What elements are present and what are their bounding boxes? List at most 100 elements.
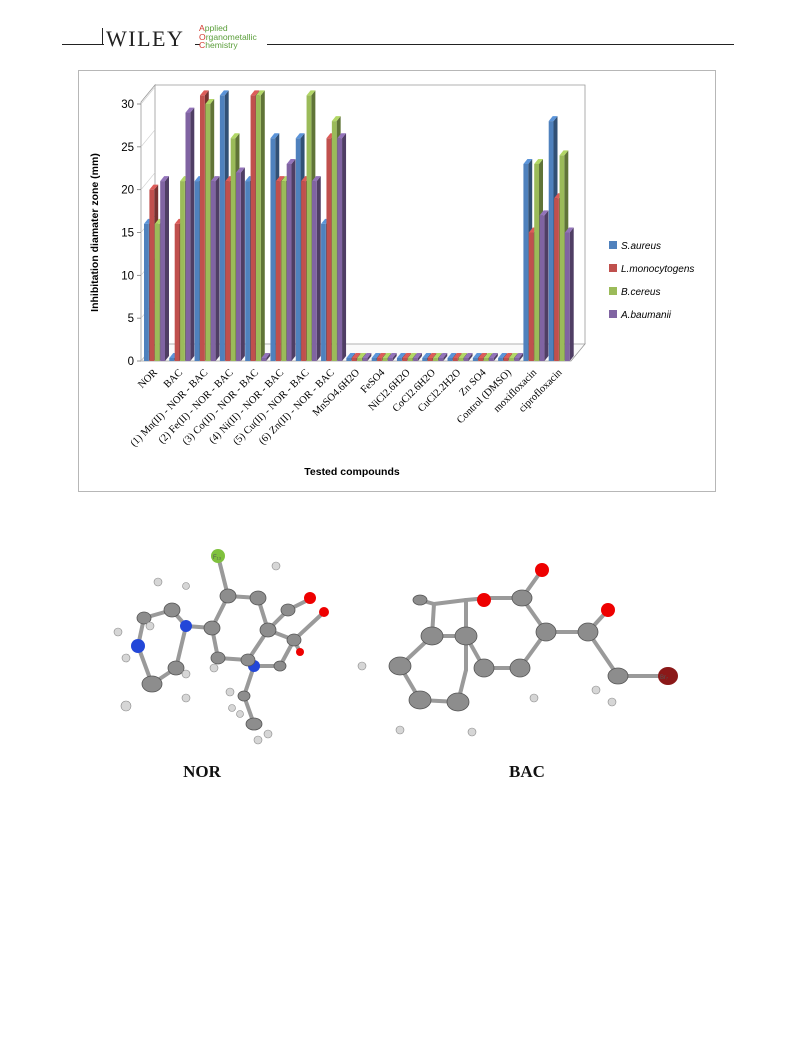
bar-side xyxy=(392,353,397,361)
bar-top xyxy=(371,353,381,358)
bar-top xyxy=(433,353,442,358)
bar-top xyxy=(413,353,422,358)
bar xyxy=(539,210,549,361)
bar-top xyxy=(498,353,507,358)
bar xyxy=(337,133,347,361)
bar-top xyxy=(458,353,468,358)
bar-top xyxy=(534,158,544,164)
bar-front xyxy=(498,358,503,361)
bar-top xyxy=(219,90,229,96)
svg-text:F₁₃: F₁₃ xyxy=(213,555,222,561)
bar-top xyxy=(523,158,533,164)
bar-top xyxy=(387,353,397,358)
bar-side xyxy=(342,133,347,361)
bar-front xyxy=(407,358,413,361)
bar-front xyxy=(402,358,408,361)
chart-frame: 0 5 10 15 20 25 30 NOR BAC (1) Mn(II) - NOR - BAC… xyxy=(78,70,716,492)
bar-side xyxy=(544,210,549,361)
bar-side xyxy=(190,107,195,361)
bar-top xyxy=(275,176,285,182)
bar-top xyxy=(407,353,417,358)
bar xyxy=(438,353,448,361)
bar xyxy=(261,353,271,361)
bar xyxy=(463,353,473,361)
bar-front xyxy=(154,223,160,361)
bac-structure: Br₇ xyxy=(357,563,678,737)
bar-front xyxy=(255,95,261,361)
bar-side xyxy=(367,353,372,361)
bar-front xyxy=(236,172,241,361)
y-axis-title: Inhibitation diamater zone (mm) xyxy=(89,153,101,312)
journal-header: WILEY Applied Organometallic Chemistry xyxy=(62,24,734,54)
y-depth-line xyxy=(140,129,156,148)
bar-top xyxy=(548,116,558,122)
bar-front xyxy=(301,181,306,361)
bar-top xyxy=(438,353,448,358)
bar-front xyxy=(357,358,362,361)
bar-front xyxy=(337,138,343,361)
bar-front xyxy=(261,358,267,361)
bar xyxy=(362,353,372,361)
bar-top xyxy=(564,227,574,233)
legend-swatch xyxy=(609,310,617,318)
y-tick-label: 30 xyxy=(121,99,134,111)
bar-front xyxy=(174,223,180,361)
bar-front xyxy=(245,181,250,361)
bar-top xyxy=(362,353,372,358)
bar-top xyxy=(331,116,341,122)
bar-top xyxy=(255,90,265,96)
bar-front xyxy=(194,181,200,361)
bar-top xyxy=(382,353,392,358)
bar xyxy=(210,176,220,361)
x-axis-title: Tested compounds xyxy=(304,466,400,478)
bar-front xyxy=(447,358,453,361)
bar-top xyxy=(478,353,488,358)
y-depth-line xyxy=(140,86,156,105)
y-tick-label: 25 xyxy=(121,142,134,154)
bar-top xyxy=(286,158,296,164)
bar-front xyxy=(433,358,438,361)
bar xyxy=(160,176,169,361)
bar-front xyxy=(427,358,433,361)
bar-front xyxy=(564,232,570,361)
legend-label: S.aureus xyxy=(621,241,661,252)
bar-top xyxy=(489,353,498,358)
bar-front xyxy=(219,95,225,361)
bar-top xyxy=(230,133,240,139)
bar-front xyxy=(559,155,565,361)
bar-front xyxy=(286,163,292,361)
bar-side xyxy=(417,353,422,361)
header-rule-tick xyxy=(102,28,103,44)
bar-top xyxy=(447,353,457,358)
bar-front xyxy=(210,181,216,361)
bar-side xyxy=(266,353,271,361)
bar xyxy=(564,227,574,361)
bar-front xyxy=(514,358,520,361)
bar xyxy=(489,353,498,361)
legend-label: B.cereus xyxy=(621,287,660,298)
legend-label: A.baumanii xyxy=(620,310,672,321)
bar-top xyxy=(559,150,569,156)
bar-front xyxy=(539,215,545,361)
y-tick-label: 5 xyxy=(128,313,134,325)
bar-front xyxy=(321,223,326,361)
y-tick-label: 10 xyxy=(121,270,134,282)
bar-front xyxy=(387,358,393,361)
bar xyxy=(185,107,195,361)
y-depth-line xyxy=(140,172,156,190)
bar-group xyxy=(144,90,574,361)
bar-top xyxy=(402,353,412,358)
legend-swatch xyxy=(609,264,617,272)
bar-front xyxy=(351,358,357,361)
bar-top xyxy=(463,353,473,358)
bar-front xyxy=(413,358,418,361)
bar-top xyxy=(306,90,316,96)
legend-swatch xyxy=(609,241,617,249)
bar-top xyxy=(337,133,347,139)
bar-front xyxy=(205,104,211,361)
bar-top xyxy=(508,353,518,358)
journal-line-1: Applied xyxy=(199,23,228,33)
legend-label: L.monocytogens xyxy=(621,264,694,275)
bar-front xyxy=(362,358,368,361)
bar-front xyxy=(554,198,559,361)
